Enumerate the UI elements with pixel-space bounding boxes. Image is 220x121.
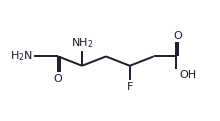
Text: F: F bbox=[127, 82, 133, 92]
Text: O: O bbox=[54, 74, 62, 84]
Text: H$_2$N: H$_2$N bbox=[10, 49, 33, 63]
Text: OH: OH bbox=[179, 70, 196, 80]
Text: NH$_2$: NH$_2$ bbox=[71, 36, 93, 50]
Text: O: O bbox=[173, 31, 182, 41]
